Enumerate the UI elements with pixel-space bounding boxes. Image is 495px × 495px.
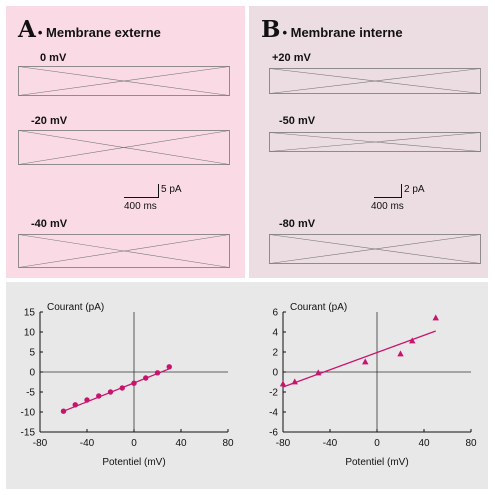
chart1-y-tick-label: 15	[24, 308, 36, 319]
trace-label-5: -50 mV	[279, 115, 316, 127]
current-trace-1	[18, 66, 230, 96]
chart1-data-point	[131, 380, 137, 386]
chart2-y-axis-label: Courant (pA)	[290, 302, 347, 313]
chart1-y-tick-label: 5	[29, 348, 35, 359]
panel-a-title: • Membrane externe	[37, 25, 161, 40]
chart1-x-tick-label: -40	[80, 438, 95, 449]
panel-b-letter: B	[261, 16, 281, 43]
chart2-y-tick-label: -6	[269, 428, 278, 439]
chart1-x-axis-label: Potentiel (mV)	[102, 457, 165, 468]
chart2-fit-line	[282, 330, 436, 388]
chart1-y-axis-label: Courant (pA)	[47, 302, 104, 313]
chart1-fit-line	[63, 368, 170, 412]
chart2-y-tick-label: 4	[272, 328, 278, 339]
current-trace-6	[269, 234, 481, 264]
chart2-x-tick-label: -40	[323, 438, 338, 449]
chart2-y-tick-label: 0	[272, 368, 278, 379]
chart2-data-point	[291, 378, 298, 385]
current-trace-5	[269, 132, 481, 152]
chart1-y-tick-label: -5	[26, 388, 35, 399]
chart2-y-tick-label: 6	[272, 308, 278, 319]
chart2-x-axis-label: Potentiel (mV)	[345, 457, 408, 468]
chart1-y-tick-label: 0	[29, 368, 35, 379]
chart2-x-tick-label: 80	[465, 438, 477, 449]
panel-b-heading: B • Membrane interne	[261, 16, 403, 43]
chart1-y-tick-label: -10	[21, 408, 36, 419]
current-trace-2	[18, 130, 230, 165]
chart1-x-tick-label: -80	[33, 438, 48, 449]
chart1-x-tick-label: 0	[131, 438, 137, 449]
chart2-y-tick-label: -2	[269, 388, 278, 399]
current-trace-4	[269, 68, 481, 94]
chart2-data-point	[432, 314, 439, 321]
panel-a-heading: A • Membrane externe	[18, 16, 161, 43]
panel-b-title: • Membrane interne	[282, 25, 403, 40]
trace-label-3: -40 mV	[31, 218, 68, 230]
chart1-y-tick-label: 10	[24, 328, 36, 339]
chart1-data-point	[143, 375, 149, 381]
chart1-data-point	[154, 370, 161, 376]
chart2-x-tick-label: -80	[276, 438, 291, 449]
chart1-data-point	[84, 397, 90, 403]
chart2-data-point	[315, 369, 322, 376]
chart1-data-point	[72, 402, 78, 408]
panel-a-letter: A	[18, 16, 36, 43]
panel-b-inner-membrane: B • Membrane interne +20 mV -50 mV 2 pA …	[249, 6, 488, 278]
trace-label-4: +20 mV	[272, 52, 311, 64]
trace-label-1: 0 mV	[40, 52, 67, 64]
iv-plots-panel: -15 -10 -5 0 5 10 15 -80 -40 0 40 80 Courant (pA) Pot…	[6, 282, 488, 489]
chart2-data-point	[279, 380, 287, 387]
chart1-data-point	[166, 364, 172, 370]
scale-time-b: 400 ms	[371, 201, 404, 212]
chart1-data-point	[107, 389, 114, 395]
chart2-data-point	[397, 350, 404, 357]
chart2-x-tick-label: 40	[418, 438, 430, 449]
trace-label-6: -80 mV	[279, 218, 316, 230]
scale-time-a: 400 ms	[124, 201, 157, 212]
chart1-y-tick-label: -15	[21, 428, 36, 439]
chart1-x-tick-label: 40	[175, 438, 187, 449]
chart1-x-tick-label: 80	[222, 438, 234, 449]
chart2-y-tick-label: -4	[269, 408, 278, 419]
trace-label-2: -20 mV	[31, 115, 68, 127]
chart1-data-point	[119, 385, 125, 391]
chart1-data-point	[96, 393, 102, 399]
chart2-y-tick-label: 2	[272, 348, 278, 359]
chart2-x-tick-label: 0	[374, 438, 380, 449]
chart1-data-point	[60, 408, 67, 414]
chart2-data-point	[362, 358, 369, 365]
scale-amp-a: 5 pA	[161, 184, 182, 195]
scale-amp-b: 2 pA	[404, 184, 425, 195]
panel-a-outer-membrane: A • Membrane externe 0 mV -20 mV 5 pA 40…	[6, 6, 245, 278]
current-trace-3	[18, 234, 230, 268]
chart2-data-point	[409, 337, 416, 344]
